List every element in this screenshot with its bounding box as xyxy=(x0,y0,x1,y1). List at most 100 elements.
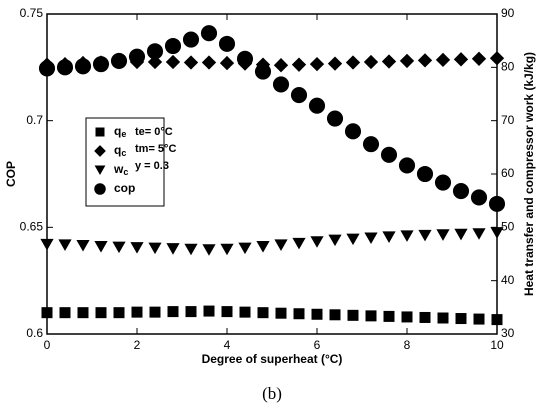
point xyxy=(292,237,306,250)
point xyxy=(256,241,270,253)
point xyxy=(383,310,395,322)
point xyxy=(293,308,305,320)
point xyxy=(434,174,452,191)
point xyxy=(74,58,92,75)
legend-marker xyxy=(94,183,106,195)
point xyxy=(130,242,144,254)
point xyxy=(310,236,324,248)
point xyxy=(92,56,110,73)
point xyxy=(364,232,378,245)
legend-marker xyxy=(94,165,106,175)
legend-label: qe xyxy=(114,124,126,139)
point xyxy=(380,146,398,163)
point xyxy=(344,123,362,140)
x-tick-label: 4 xyxy=(224,338,231,352)
point xyxy=(308,97,326,114)
point xyxy=(327,56,343,71)
x-axis-label: Degree of superheat (°C) xyxy=(202,352,343,366)
point xyxy=(419,311,431,323)
point xyxy=(76,239,90,252)
y2-tick-label: 90 xyxy=(501,6,515,20)
point xyxy=(311,308,323,320)
point xyxy=(347,309,359,321)
point xyxy=(38,60,56,77)
point xyxy=(200,25,218,42)
point xyxy=(473,313,485,325)
point xyxy=(362,136,380,153)
point xyxy=(418,229,432,242)
point xyxy=(220,243,234,256)
point xyxy=(182,31,200,48)
point xyxy=(272,76,290,93)
point xyxy=(382,231,396,243)
point xyxy=(184,243,198,256)
y2-tick-label: 80 xyxy=(501,60,515,74)
point xyxy=(489,51,505,66)
point xyxy=(236,50,254,67)
point xyxy=(166,243,180,255)
y-tick-label: 0.7 xyxy=(26,113,43,127)
point xyxy=(95,307,107,319)
y2-tick-label: 70 xyxy=(501,113,515,127)
y2-tick-label: 60 xyxy=(501,166,515,180)
legend-label: qc xyxy=(114,143,126,158)
point xyxy=(94,241,108,253)
legend-marker xyxy=(94,145,106,157)
point xyxy=(345,55,361,70)
point xyxy=(165,54,181,70)
point xyxy=(417,53,433,68)
point xyxy=(149,306,161,318)
y2-tick-label: 30 xyxy=(501,326,515,340)
point xyxy=(201,55,217,70)
point xyxy=(471,51,487,66)
point xyxy=(131,306,143,318)
point xyxy=(491,314,503,326)
point xyxy=(40,238,54,251)
point xyxy=(239,306,251,318)
point xyxy=(275,307,287,319)
point xyxy=(436,229,450,241)
point xyxy=(110,52,128,69)
y-tick-label: 0.6 xyxy=(26,326,43,340)
point xyxy=(221,306,233,318)
point xyxy=(453,52,469,67)
point xyxy=(346,233,360,246)
point xyxy=(454,228,468,241)
point xyxy=(203,305,215,317)
point xyxy=(77,307,89,319)
point xyxy=(398,157,416,174)
point xyxy=(472,228,486,240)
point xyxy=(59,307,71,319)
point xyxy=(490,227,504,239)
y-tick-label: 0.65 xyxy=(20,220,44,234)
point xyxy=(291,57,307,72)
annotation: y = 0.3 xyxy=(135,160,169,172)
point xyxy=(56,59,74,76)
point xyxy=(435,52,451,68)
legend-marker xyxy=(95,127,105,137)
point xyxy=(381,54,397,69)
y-axis-label: COP xyxy=(4,161,18,187)
point xyxy=(416,165,434,183)
point xyxy=(202,244,216,256)
point xyxy=(329,309,341,321)
legend-label: wc xyxy=(113,162,128,177)
point xyxy=(146,43,164,60)
point xyxy=(273,58,289,73)
caption: (b) xyxy=(262,384,282,403)
point xyxy=(219,55,235,71)
point xyxy=(128,48,146,65)
point xyxy=(183,55,199,70)
y-tick-label: 0.75 xyxy=(20,6,44,20)
point xyxy=(401,311,413,323)
point xyxy=(488,195,506,212)
point xyxy=(470,189,488,206)
point xyxy=(274,239,288,251)
y2-tick-label: 50 xyxy=(501,220,515,234)
point xyxy=(254,63,272,80)
point xyxy=(41,307,53,319)
point xyxy=(164,37,182,55)
point xyxy=(112,241,126,254)
point xyxy=(363,54,379,70)
